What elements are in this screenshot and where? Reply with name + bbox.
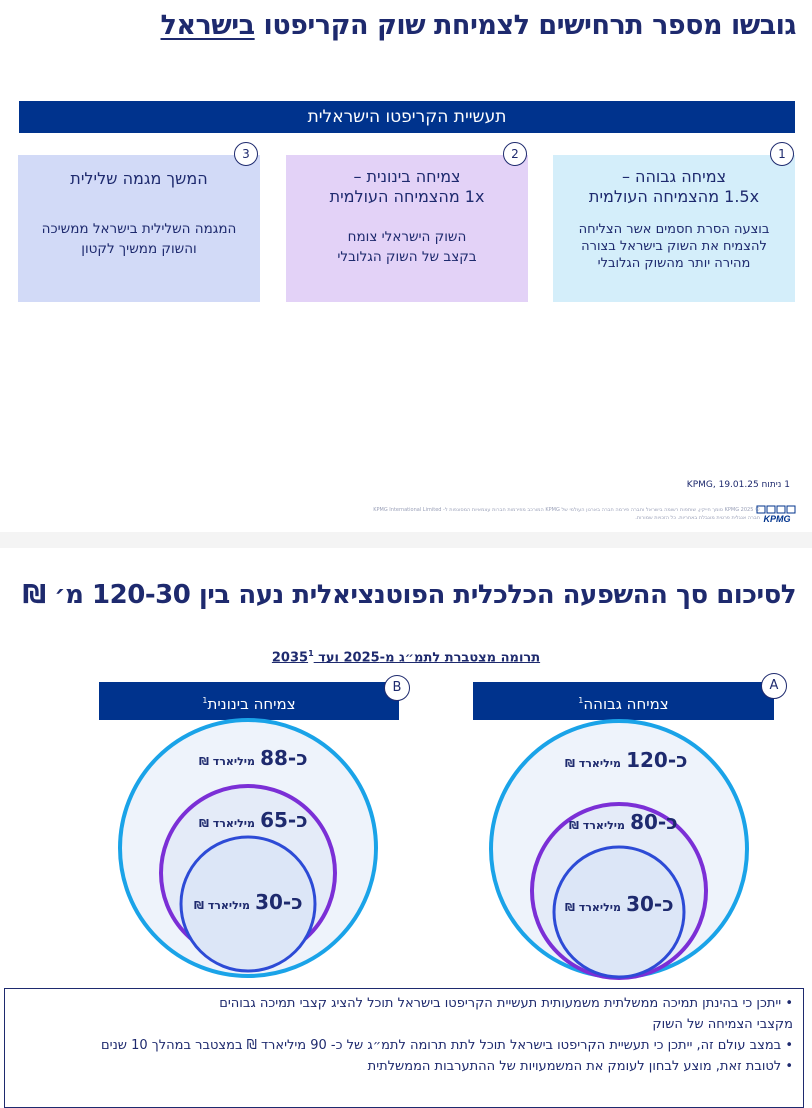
industry-banner: תעשיית הקריפטו הישראלית [19, 101, 795, 133]
slide1-title-underlined: בישראל [160, 10, 256, 41]
scenario-card-negative: המשך מגמה שלילית המגמה השלילית בישראל ממ… [18, 155, 260, 302]
header-label: צמיחה גבוהה [583, 695, 669, 713]
nested-circles-diagram [118, 718, 749, 980]
value-inner-b: כ-30 מיליארד ₪ [194, 890, 303, 914]
scenario-card-medium: צמיחה בינונית – 1x מהצמיחה העולמית השוק … [286, 155, 528, 302]
note-line: מקצבי הצמיחה של השוק [652, 1017, 793, 1032]
card-body-line: בקצב של השוק הגלובלי [337, 249, 477, 265]
card-body-line: השוק הישראלי צומח [347, 229, 467, 245]
value-outer-a: כ-120 מיליארד ₪ [565, 748, 687, 772]
value-unit: מיליארד ₪ [565, 901, 621, 914]
value-outer-b: כ-88 מיליארד ₪ [199, 746, 308, 770]
card-title-line1: המשך מגמה שלילית [70, 169, 208, 188]
value-unit: מיליארד ₪ [569, 819, 625, 832]
card-title: צמיחה בינונית – 1x מהצמיחה העולמית [286, 167, 528, 207]
card-title: צמיחה גבוהה – 1.5x מהצמיחה העולמית [553, 167, 795, 207]
value-middle-a: כ-80 מיליארד ₪ [569, 810, 678, 834]
card-body: בוצעה הסרת חסמים אשר הצליחה להצמיח את הש… [553, 221, 795, 272]
slide-scenarios: גובשו מספר תרחישים לצמיחת שוק הקריפטו בי… [0, 0, 812, 532]
scenario-number-badge: 3 [234, 142, 258, 166]
header-footnote: 1 [202, 696, 208, 705]
card-title: המשך מגמה שלילית [18, 169, 260, 189]
card-body: המגמה השלילית בישראל ממשיכה והשוק ממשיך … [18, 219, 260, 259]
slide1-title: גובשו מספר תרחישים לצמיחת שוק הקריפטו בי… [160, 10, 797, 41]
value-unit: מיליארד ₪ [565, 757, 621, 770]
source-note: 1 ניתוח KPMG, 19.01.25 [686, 480, 790, 490]
value-middle-b: כ-65 מיליארד ₪ [199, 808, 308, 832]
scenario-badge-a: A [761, 673, 787, 699]
header-label: צמיחה בינונית [207, 695, 296, 713]
subtitle-footnote: 1 [308, 649, 314, 658]
scenario-header-high: צמיחה גבוהה1 [473, 682, 774, 720]
value-unit: מיליארד ₪ [194, 899, 250, 912]
scenario-card-high: צמיחה גבוהה – 1.5x מהצמיחה העולמית בוצעה… [553, 155, 795, 302]
card-body-line: בוצעה הסרת חסמים אשר הצליחה [578, 222, 770, 237]
legal-disclaimer: © 2025 KPMG סומך חייקין, שותפות רשומה בי… [373, 506, 760, 522]
card-body-line: מהירה יותר מהשוק הגלובלי [597, 256, 751, 271]
note-line: • ייתכן כי בהינתן תמיכה ממשלתית משמעותית… [219, 996, 793, 1011]
slide2-title: לסיכום סך ההשפעה הכלכלית הפוטנציאלית נעה… [22, 580, 797, 610]
card-title-line1: צמיחה בינונית – [353, 167, 461, 186]
subtitle-text: תרומה מצטברת לתמ״ג מ-2025 ועד 2035 [271, 650, 541, 666]
card-title-line2: 1.5x מהצמיחה העולמית [588, 187, 760, 206]
note-line: • במצב עולם זה, ייתכן כי תעשיית הקריפטו … [101, 1038, 793, 1053]
card-title-line2: 1x מהצמיחה העולמית [329, 187, 485, 206]
inner-ring-b [179, 835, 317, 973]
value-inner-a: כ-30 מיליארד ₪ [565, 892, 674, 916]
value-number: כ-120 [626, 748, 688, 772]
slide1-title-main: גובשו מספר תרחישים לצמיחת שוק הקריפטו [254, 10, 797, 41]
legal-line: © 2025 KPMG סומך חייקין, שותפות רשומה בי… [373, 507, 760, 513]
header-footnote: 1 [578, 696, 584, 705]
value-unit: מיליארד ₪ [199, 755, 255, 768]
kpmg-logo-text: KPMG [764, 514, 791, 523]
scenario-number-badge: 1 [770, 142, 794, 166]
scenario-header-medium: צמיחה בינונית1 [99, 682, 399, 720]
card-body-line: והשוק ממשיך לקטון [81, 241, 197, 257]
slide-divider [0, 532, 812, 548]
slide-economic-impact: לסיכום סך ההשפעה הכלכלית הפוטנציאלית נעה… [0, 548, 812, 1108]
inner-ring-a [552, 845, 686, 979]
card-body-line: להצמיח את השוק בישראל בצורה [581, 239, 767, 254]
value-number: כ-30 [255, 890, 303, 914]
kpmg-logo: KPMG [756, 505, 798, 524]
scenario-number-badge: 2 [503, 142, 527, 166]
card-title-line1: צמיחה גבוהה – [621, 167, 727, 186]
legal-line: חברה אנגלית פרטית מוגבלת באחריות. כל הזכ… [635, 515, 760, 521]
value-number: כ-88 [260, 746, 308, 770]
note-line: • לטובת זאת, מוצע לבחון לעומק את המשמעוי… [367, 1059, 793, 1074]
value-number: כ-30 [626, 892, 674, 916]
value-number: כ-80 [630, 810, 678, 834]
value-number: כ-65 [260, 808, 308, 832]
value-unit: מיליארד ₪ [199, 817, 255, 830]
card-body: השוק הישראלי צומח בקצב של השוק הגלובלי [286, 227, 528, 267]
scenario-badge-b: B [384, 675, 410, 701]
conclusions-box: • ייתכן כי בהינתן תמיכה ממשלתית משמעותית… [4, 988, 804, 1108]
card-body-line: המגמה השלילית בישראל ממשיכה [41, 221, 237, 237]
slide2-subtitle: תרומה מצטברת לתמ״ג מ-2025 ועד 20351 [0, 649, 812, 665]
